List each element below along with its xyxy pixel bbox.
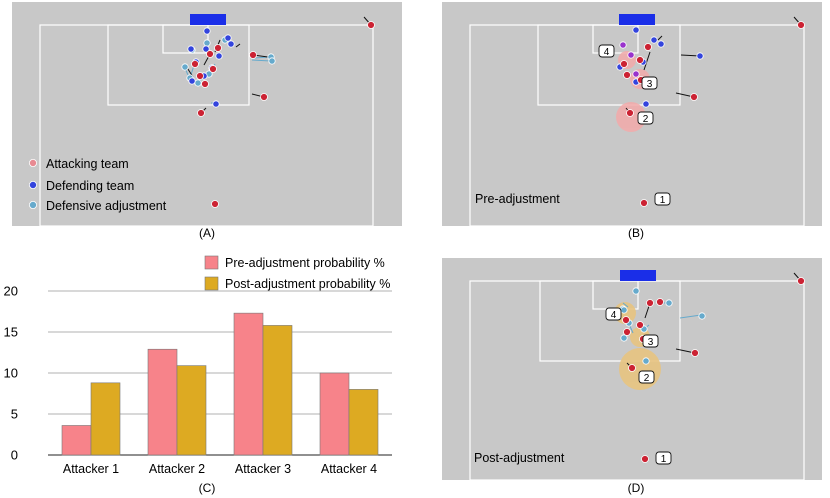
x-tick-label: Attacker 2	[149, 462, 205, 476]
panel-a-caption: (A)	[199, 226, 215, 240]
marker-b-1: 1	[654, 192, 671, 206]
bar-pre-1	[61, 425, 92, 456]
svg-text:3: 3	[648, 337, 654, 348]
legend-a-adjustment-swatch	[28, 200, 37, 209]
svg-text:1: 1	[661, 454, 667, 465]
legend-a-attacking-swatch	[28, 158, 37, 167]
svg-text:2: 2	[644, 373, 650, 384]
panel-c-caption: (C)	[199, 481, 216, 495]
x-tick-label: Attacker 3	[235, 462, 291, 476]
legend-a-attacking-label: Attacking team	[46, 157, 129, 171]
x-tick-label: Attacker 1	[63, 462, 119, 476]
panel-d-caption: (D)	[628, 481, 645, 495]
marker-d-3: 3	[642, 334, 659, 348]
legend-c-post-swatch	[204, 276, 219, 291]
bar-post-3	[262, 325, 293, 456]
svg-text:2: 2	[643, 114, 649, 125]
marker-b-4: 4	[598, 44, 615, 58]
panel-d-label: Post-adjustment	[474, 451, 565, 465]
bar-post-1	[90, 382, 121, 456]
pitch-d-goal	[620, 270, 656, 281]
x-tick-label: Attacker 4	[321, 462, 377, 476]
panel-a-pitch	[12, 2, 402, 227]
legend-c-pre-label: Pre-adjustment probability %	[225, 256, 385, 270]
marker-b-2: 2	[637, 111, 654, 125]
panel-c-chart: 0 5 10 15 20 Attacker 1 Attacker 2 Attacker 3 At…	[4, 284, 392, 476]
svg-text:3: 3	[647, 79, 653, 90]
svg-text:4: 4	[604, 47, 610, 58]
marker-b-3: 3	[641, 76, 658, 90]
bar-pre-3	[233, 312, 264, 456]
panel-b-markers: 1 2 3 4	[598, 44, 671, 206]
legend-c-pre-swatch	[204, 255, 219, 270]
pitch-b-six-yard-box	[592, 24, 639, 54]
panel-b-label: Pre-adjustment	[475, 192, 560, 206]
panel-a-players	[181, 16, 375, 208]
y-tick-label: 0	[11, 448, 18, 463]
legend-c-post-label: Post-adjustment probability %	[225, 277, 390, 291]
marker-d-4: 4	[605, 307, 622, 321]
panel-d-players	[614, 272, 805, 463]
pitch-b-goal	[619, 14, 655, 25]
svg-text:4: 4	[611, 310, 617, 321]
legend-a: Attacking team Defending team Defensive …	[28, 157, 167, 213]
pitch-a-background	[12, 2, 402, 226]
y-tick-label: 5	[11, 407, 18, 422]
marker-d-2: 2	[638, 370, 655, 384]
legend-a-defending-swatch	[28, 180, 37, 189]
panel-d-markers: 1 2 3 4	[605, 307, 672, 465]
legend-a-defending-label: Defending team	[46, 179, 134, 193]
legend-a-adjustment-label: Defensive adjustment	[46, 199, 167, 213]
legend-c: Pre-adjustment probability % Post-adjust…	[204, 255, 390, 291]
marker-d-1: 1	[655, 451, 672, 465]
svg-text:1: 1	[660, 195, 666, 206]
bar-post-4	[348, 389, 379, 456]
y-tick-label: 15	[4, 325, 18, 340]
pitch-a-goal	[190, 14, 226, 25]
bar-post-2	[176, 365, 207, 456]
bar-pre-4	[319, 372, 350, 456]
y-tick-label: 20	[4, 284, 18, 299]
pitch-a-six-yard-box	[162, 24, 209, 54]
panel-b-caption: (B)	[628, 226, 644, 240]
bar-pre-2	[147, 348, 178, 456]
y-tick-label: 10	[4, 366, 18, 381]
